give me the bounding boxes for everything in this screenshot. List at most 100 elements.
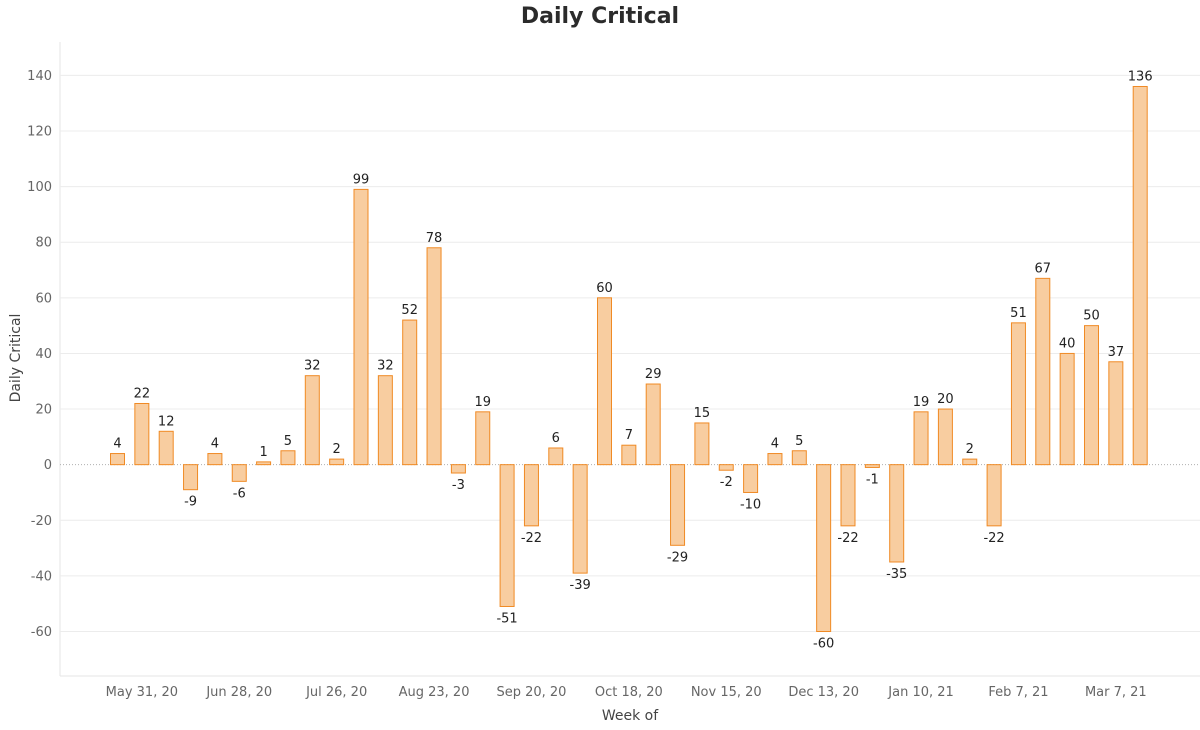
bar[interactable] [694,422,710,466]
data-label: -9 [184,495,197,510]
data-label: 32 [304,359,321,374]
bar[interactable] [377,375,393,466]
bar[interactable] [864,464,880,468]
bar[interactable] [840,464,856,527]
bar[interactable] [913,411,929,466]
bar[interactable] [986,464,1002,527]
data-label: 22 [134,386,151,401]
y-tick-label: 40 [35,347,52,362]
data-label: 52 [401,303,418,318]
grid-layer [59,42,1200,677]
bar[interactable] [670,464,686,546]
bar[interactable] [1059,352,1075,466]
data-label: 99 [353,172,370,187]
bar[interactable] [1010,322,1026,466]
y-tick-label: -40 [31,569,52,584]
y-tick-label: 100 [27,180,52,195]
bar[interactable] [572,464,588,574]
data-label: 32 [377,359,394,374]
data-label: 7 [625,428,633,443]
bars-layer [110,85,1148,633]
y-tick-label: 80 [35,236,52,251]
data-label: 15 [694,406,711,421]
bar[interactable] [499,464,515,607]
bar[interactable] [816,464,832,633]
data-label: 4 [771,437,779,452]
bar[interactable] [1108,361,1124,466]
bar[interactable] [353,188,369,466]
y-tick-label: 0 [44,458,52,473]
data-label: 19 [474,395,491,410]
data-label: 50 [1083,309,1100,324]
data-label: -22 [837,531,858,546]
bar[interactable] [450,464,466,474]
bar[interactable] [280,450,296,466]
y-tick-label: 60 [35,291,52,306]
data-label: 12 [158,414,175,429]
y-axis-title: Daily Critical [8,314,24,403]
bar[interactable] [1035,277,1051,466]
data-label: 4 [211,437,219,452]
data-label: 2 [333,442,341,457]
bar[interactable] [743,464,759,493]
bar[interactable] [962,458,978,466]
bar[interactable] [231,464,247,482]
x-tick-label: Dec 13, 20 [788,685,859,700]
data-label: 6 [552,431,560,446]
y-tick-label: 140 [27,69,52,84]
data-label: 67 [1035,261,1052,276]
bar[interactable] [207,453,223,466]
bar[interactable] [134,402,150,466]
x-tick-label: Jan 10, 21 [887,685,954,700]
data-label: 19 [913,395,930,410]
data-labels-layer: 42212-94-61532299325278-319-51-226-39607… [113,69,1152,651]
bar[interactable] [889,464,905,563]
data-label: 60 [596,281,613,296]
y-tick-label: 120 [27,124,52,139]
bar[interactable] [767,453,783,466]
bar[interactable] [523,464,539,527]
bar[interactable] [791,450,807,466]
bar[interactable] [110,453,125,466]
y-tick-label: -20 [31,514,52,529]
data-label: 5 [795,434,803,449]
bar[interactable] [597,297,612,466]
data-label: 5 [284,434,292,449]
chart-title: Daily Critical [520,4,680,29]
bar[interactable] [718,464,734,471]
bar[interactable] [1084,325,1099,466]
bar[interactable] [158,430,174,466]
data-label: -39 [570,578,591,593]
data-label: 1 [259,445,267,460]
data-label: 78 [426,231,443,246]
data-label: 2 [966,442,974,457]
data-label: -1 [866,472,879,487]
y-tick-label: -60 [31,625,52,640]
data-label: -22 [983,531,1004,546]
bar[interactable] [426,247,442,466]
x-tick-label: Mar 7, 21 [1085,685,1147,700]
bar[interactable] [402,319,418,466]
bar[interactable] [1132,85,1148,466]
bar[interactable] [256,461,272,466]
data-label: 40 [1059,336,1076,351]
bar[interactable] [304,375,320,466]
bar[interactable] [645,383,661,466]
data-label: 29 [645,367,662,382]
x-tick-label: Aug 23, 20 [399,685,470,700]
x-tick-label: Jul 26, 20 [305,685,367,700]
bar[interactable] [475,411,491,466]
x-axis-title: Week of [602,708,659,724]
data-label: 51 [1010,306,1027,321]
bar[interactable] [183,464,199,491]
y-tick-label: 20 [35,403,52,418]
bar[interactable] [621,444,637,466]
bar[interactable] [937,408,953,466]
data-label: 136 [1128,69,1153,84]
bar[interactable] [329,458,345,466]
data-label: -51 [496,611,517,626]
data-label: 37 [1108,345,1125,360]
bar[interactable] [548,447,564,466]
